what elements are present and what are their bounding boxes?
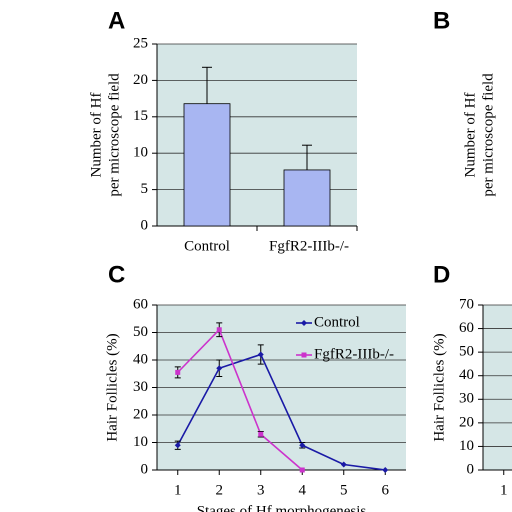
y-tick-label: 0 <box>141 217 149 233</box>
x-tick-label: FgfR2-IIIb-/- <box>269 238 349 254</box>
y-tick-label: 15 <box>133 108 148 124</box>
y-axis-label: Number of Hf <box>88 93 104 178</box>
panel-label: D <box>433 261 450 288</box>
plot-area <box>483 305 512 470</box>
x-tick-label: Control <box>184 238 230 254</box>
series-line <box>177 353 386 471</box>
x-tick-label: 4 <box>299 482 307 498</box>
y-tick-label: 20 <box>133 72 148 88</box>
y-tick-label: 60 <box>133 296 148 312</box>
y-tick-label: 10 <box>133 434 148 450</box>
legend-label: FgfR2-IIIb-/- <box>314 346 394 362</box>
y-axis-label: Hair Follicles (%) <box>431 333 447 441</box>
y-tick-label: 20 <box>133 406 148 422</box>
marker <box>175 369 181 375</box>
bar <box>183 103 231 227</box>
marker <box>174 442 181 449</box>
y-tick-label: 40 <box>133 351 148 367</box>
y-tick-label: 30 <box>459 391 474 407</box>
marker <box>257 351 264 358</box>
y-axis-label: Hair Follicles (%) <box>104 333 120 441</box>
panel-label: B <box>433 7 450 34</box>
x-tick-label: 1 <box>174 482 182 498</box>
marker <box>299 442 306 449</box>
marker <box>258 431 264 437</box>
series-line <box>177 328 303 471</box>
y-tick-label: 0 <box>141 461 149 477</box>
y-tick-label: 50 <box>133 324 148 340</box>
legend-marker <box>301 320 307 326</box>
panel-label: A <box>108 7 125 34</box>
panel-label: C <box>108 261 125 288</box>
y-tick-label: 0 <box>467 461 475 477</box>
x-tick-label: 6 <box>382 482 390 498</box>
y-tick-label: 40 <box>459 367 474 383</box>
y-tick-label: 25 <box>133 35 148 51</box>
y-tick-label: 70 <box>459 296 474 312</box>
y-tick-label: 10 <box>459 438 474 454</box>
x-tick-label: 1 <box>500 482 508 498</box>
marker <box>216 365 223 372</box>
y-axis-label: per microscope field <box>480 73 496 197</box>
marker <box>382 467 389 473</box>
y-tick-label: 20 <box>459 414 474 430</box>
marker <box>216 327 222 333</box>
y-tick-label: 10 <box>133 145 148 161</box>
legend-marker <box>301 352 307 358</box>
y-axis-label: Number of Hf <box>462 93 478 178</box>
marker <box>340 461 347 468</box>
x-axis-label: Stages of Hf morphogenesis <box>197 503 367 512</box>
marker <box>299 467 305 473</box>
y-tick-label: 60 <box>459 320 474 336</box>
y-tick-label: 30 <box>133 379 148 395</box>
y-axis-label: per microscope field <box>106 73 122 197</box>
x-tick-label: 2 <box>216 482 224 498</box>
x-tick-label: 3 <box>257 482 265 498</box>
legend-label: Control <box>314 314 360 330</box>
y-tick-label: 5 <box>141 181 149 197</box>
bar <box>283 169 331 227</box>
x-tick-label: 5 <box>340 482 348 498</box>
y-tick-label: 50 <box>459 344 474 360</box>
